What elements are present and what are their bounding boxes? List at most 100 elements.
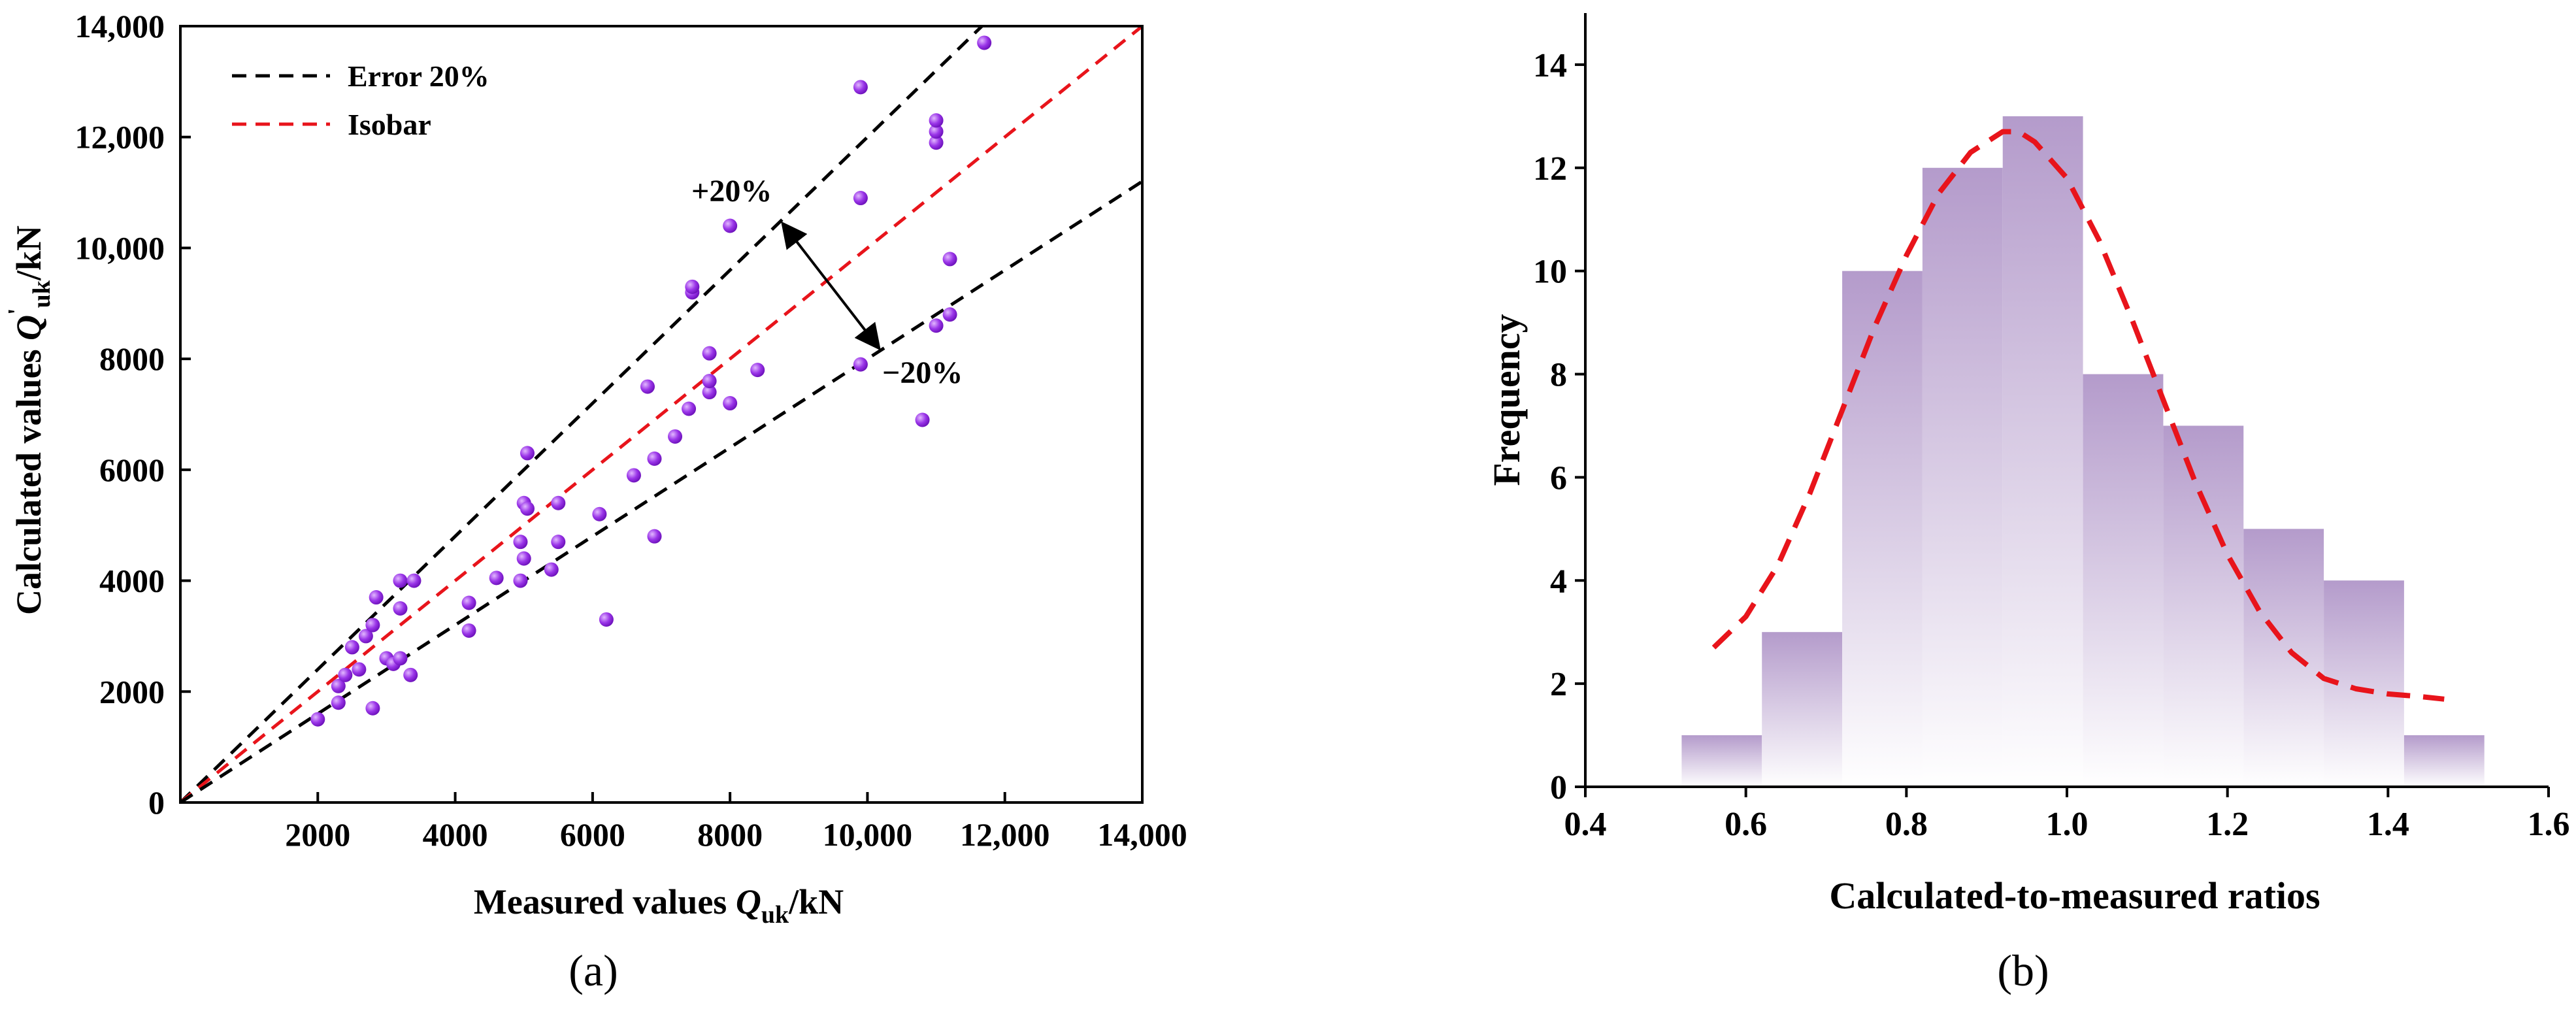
y-tick-label-b: 6: [1550, 459, 1567, 497]
scatter-point: [592, 506, 607, 521]
annotations-a: +20% −20%: [691, 174, 963, 390]
axes-a: 2000 4000 6000 8000 10,000 12,000 14,000 0 2000 4…: [75, 8, 1187, 853]
scatter-point: [513, 573, 528, 588]
band-arrow: [781, 221, 881, 351]
legend-a: Error 20% Isobar: [232, 59, 489, 141]
legend-label-isobar: Isobar: [348, 108, 431, 141]
x-tick-label-a: 6000: [560, 816, 625, 853]
scatter-point: [668, 429, 683, 444]
y-axis-title-b: Frequency: [1485, 314, 1528, 486]
scatter-point: [626, 468, 641, 483]
panel-label-a: (a): [569, 946, 618, 995]
scatter-point: [977, 35, 992, 50]
scatter-point: [365, 618, 380, 633]
scatter-point: [344, 640, 359, 655]
x-tick-label-b: 0.4: [1564, 806, 1607, 843]
x-tick-label-a: 2000: [285, 816, 350, 853]
annotation-plus20: +20%: [691, 174, 772, 208]
scatter-point: [393, 573, 408, 588]
y-tick-label-b: 0: [1550, 769, 1567, 806]
histogram-bar: [2403, 735, 2485, 787]
y-tick-label-a: 12,000: [75, 119, 165, 156]
plot-frame-a: [179, 25, 1144, 804]
y-tick-label-b: 14: [1533, 47, 1567, 84]
scatter-point: [331, 695, 346, 710]
y-axis-title-a: Calculated values Q'uk/kN: [3, 225, 56, 615]
scatter-point: [702, 346, 717, 361]
scatter-point: [599, 612, 614, 627]
scatter-point: [682, 401, 697, 416]
x-tick-label-b: 0.6: [1725, 806, 1767, 843]
reference-lines: [179, 25, 1144, 804]
scatter-point: [929, 135, 944, 150]
scatter-point: [358, 629, 373, 644]
x-tick-label-a: 14,000: [1097, 816, 1187, 853]
x-tick-label-a: 12,000: [960, 816, 1050, 853]
scatter-panel: 2000 4000 6000 8000 10,000 12,000 14,000 0 2000 4…: [3, 8, 1187, 995]
x-axis-title-a: Measured values Quk/kN: [474, 882, 844, 929]
histogram-bar: [1922, 167, 2003, 787]
x-tick-label-b: 1.2: [2206, 806, 2249, 843]
scatter-point: [461, 595, 476, 610]
reference-line-0: [179, 25, 983, 804]
histogram-bar: [1681, 735, 1762, 787]
x-tick-label-b: 1.6: [2528, 806, 2570, 843]
scatter-point: [942, 252, 957, 267]
y-tick-label-b: 8: [1550, 357, 1567, 394]
histogram-bar: [2163, 425, 2244, 787]
scatter-point: [393, 601, 408, 616]
x-tick-label-a: 10,000: [823, 816, 913, 853]
y-tick-label-a: 6000: [99, 452, 165, 488]
scatter-point: [489, 571, 504, 586]
scatter-point: [929, 318, 944, 333]
y-tick-label-b: 10: [1533, 254, 1567, 291]
scatter-point: [520, 446, 535, 461]
scatter-point: [647, 451, 662, 466]
scatter-point: [723, 396, 738, 411]
annotation-minus20: −20%: [882, 356, 963, 390]
scatter-point: [750, 363, 765, 378]
scatter-point: [331, 678, 346, 693]
scatter-point: [723, 218, 738, 233]
y-tick-label-a: 14,000: [75, 8, 165, 44]
scatter-point: [393, 651, 408, 666]
scatter-point: [915, 412, 930, 427]
scatter-point: [929, 124, 944, 139]
scatter-point: [853, 80, 868, 95]
scatter-point: [551, 495, 566, 510]
scatter-point: [853, 191, 868, 206]
histogram-bar: [2083, 374, 2164, 787]
histogram-bar: [2002, 116, 2083, 787]
scatter-point: [640, 379, 655, 394]
y-tick-label-b: 2: [1550, 666, 1567, 703]
scatter-point: [369, 590, 384, 605]
scatter-point: [942, 307, 957, 322]
y-tick-label-a: 2000: [99, 673, 165, 710]
y-tick-label-b: 4: [1550, 563, 1567, 600]
histogram-bar: [2243, 529, 2324, 787]
x-tick-label-a: 8000: [697, 816, 763, 853]
histogram-bar: [1842, 271, 1923, 787]
reference-line-1: [179, 25, 1144, 804]
x-tick-label-a: 4000: [423, 816, 488, 853]
y-tick-label-a: 4000: [99, 563, 165, 599]
scatter-point: [647, 529, 662, 544]
scatter-point: [403, 667, 418, 682]
reference-line-2: [179, 180, 1144, 804]
scatter-point: [338, 667, 353, 682]
y-tick-label-a: 0: [148, 784, 165, 821]
x-axis-title-b: Calculated-to-measured ratios: [1829, 874, 2320, 917]
fit-curve: [1711, 129, 2445, 702]
scatter-point: [461, 623, 476, 638]
scatter-point: [406, 573, 421, 588]
normal-fit-line: [1711, 129, 2445, 702]
scatter-point: [520, 501, 535, 516]
scatter-point: [365, 701, 380, 716]
scatter-point: [702, 385, 717, 400]
scatter-point: [544, 562, 559, 577]
histogram-bars: [1681, 116, 2485, 787]
y-tick-label-a: 8000: [99, 340, 165, 377]
x-tick-label-b: 0.8: [1885, 806, 1928, 843]
x-tick-label-b: 1.0: [2046, 806, 2089, 843]
